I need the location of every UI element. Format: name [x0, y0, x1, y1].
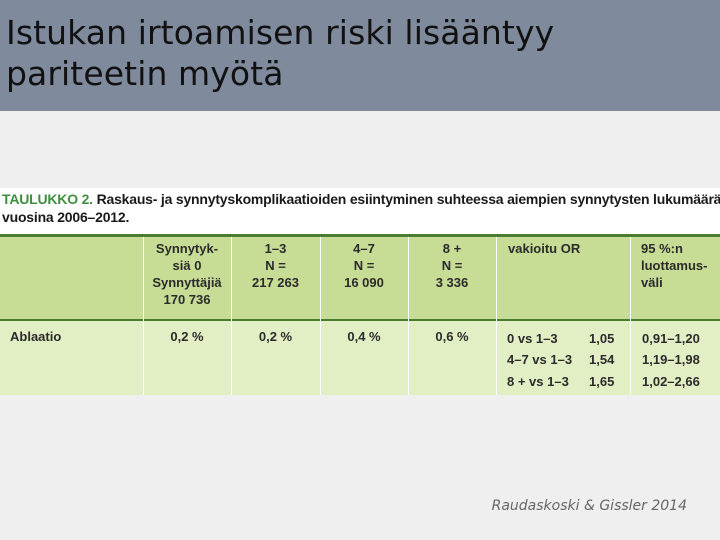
header-line: 217 263	[252, 275, 299, 290]
or-value-cell: 1,65	[589, 374, 615, 389]
title-bar: Istukan irtoamisen riski lisääntyy parit…	[0, 0, 720, 111]
value-cell: 0,4 %	[347, 329, 381, 344]
header-line: 95 %:n	[641, 241, 683, 256]
header-parity-1-3: 1–3 N = 217 263	[231, 240, 320, 291]
value-cell: 0,2 %	[170, 329, 204, 344]
ci-value-cell: 1,19–1,98	[642, 352, 700, 367]
header-line: Synnyttäjiä	[152, 275, 222, 290]
table-header-row	[0, 237, 720, 319]
column-divider	[320, 237, 321, 395]
caption-line-1: TAULUKKO 2. Raskaus- ja synnytyskomplika…	[2, 191, 720, 207]
header-line: 16 090	[344, 275, 384, 290]
comparison-cell: 4–7 vs 1–3	[507, 352, 573, 367]
header-parity-0: Synnytyk- siä 0 Synnyttäjiä 170 736	[143, 240, 231, 308]
header-parity-8-plus: 8 + N = 3 336	[408, 240, 496, 291]
ci-value-cell: 0,91–1,20	[642, 331, 700, 346]
column-divider	[408, 237, 409, 395]
header-adjusted-or: vakioitu OR	[508, 240, 580, 257]
table-row	[0, 321, 720, 395]
header-line: 170 736	[163, 292, 211, 307]
comparison-cell: 0 vs 1–3	[507, 331, 558, 346]
header-line: siä 0	[172, 258, 202, 273]
or-value-cell: 1,54	[589, 352, 615, 367]
table-top-rule	[0, 234, 720, 237]
column-divider	[630, 237, 631, 395]
header-line: vakioitu OR	[508, 241, 581, 256]
header-line: N =	[353, 258, 375, 273]
slide-title: Istukan irtoamisen riski lisääntyy parit…	[6, 13, 555, 93]
table-header-rule	[0, 319, 720, 321]
value-cell: 0,6 %	[435, 329, 469, 344]
header-line: N =	[441, 258, 463, 273]
caption-text: Raskaus- ja synnytyskomplikaatioiden esi…	[96, 191, 720, 207]
row-label: Ablaatio	[10, 329, 62, 344]
source-credit: Raudaskoski & Gissler 2014	[491, 498, 687, 514]
column-divider	[143, 237, 144, 395]
or-value-cell: 1,05	[589, 331, 615, 346]
header-line: N =	[265, 258, 286, 273]
comparison-cell: 8 + vs 1–3	[507, 374, 569, 389]
caption-label: TAULUKKO 2.	[2, 191, 93, 207]
table-caption: TAULUKKO 2. Raskaus- ja synnytyskomplika…	[0, 188, 720, 235]
header-line: 3 336	[435, 275, 469, 290]
header-confidence-interval: 95 %:n luottamus- väli	[641, 240, 707, 291]
column-divider	[496, 237, 497, 395]
value-cell: 0,2 %	[258, 329, 293, 344]
column-divider	[231, 237, 232, 395]
ci-value-cell: 1,02–2,66	[642, 374, 700, 389]
header-line: 1–3	[264, 241, 287, 256]
header-line: luottamus-	[641, 258, 708, 273]
header-line: Synnytyk-	[155, 241, 219, 256]
header-line: 4–7	[353, 241, 375, 256]
header-line: 8 +	[442, 241, 462, 256]
caption-line-2: vuosina 2006–2012.	[2, 209, 130, 225]
header-parity-4-7: 4–7 N = 16 090	[320, 240, 408, 291]
header-line: väli	[641, 275, 663, 290]
